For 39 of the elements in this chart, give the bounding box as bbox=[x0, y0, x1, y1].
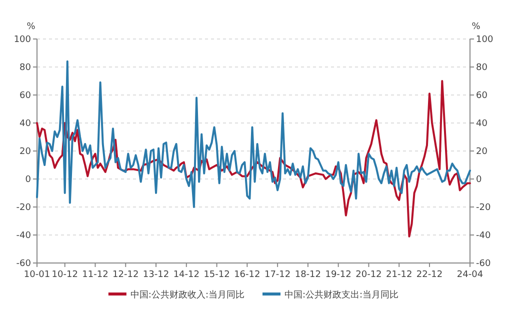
y-axis-title: % bbox=[26, 22, 36, 32]
x-tick-label: 10-01 bbox=[24, 270, 50, 280]
y2-tick-label: 40 bbox=[476, 119, 488, 129]
x-tick-label: 21-12 bbox=[386, 270, 412, 280]
y2-tick-label: 80 bbox=[476, 63, 488, 73]
x-tick-label: 20-12 bbox=[356, 270, 382, 280]
x-tick-label: 14-12 bbox=[173, 270, 200, 280]
y2-tick-label: -40 bbox=[476, 231, 491, 241]
y2-tick-label: -20 bbox=[476, 203, 491, 213]
x-tick-label: 16-12 bbox=[234, 270, 260, 280]
x-tick-label: 12-12 bbox=[112, 270, 139, 280]
line-series bbox=[36, 80, 471, 238]
y2-tick-label: 100 bbox=[476, 35, 494, 45]
x-tick-label: 15-12 bbox=[204, 270, 230, 280]
y-tick-label: -60 bbox=[16, 259, 32, 269]
x-tick-label: 17-12 bbox=[264, 270, 291, 280]
y2-tick-label: 20 bbox=[476, 147, 488, 157]
y2-tick-label: 60 bbox=[476, 91, 488, 101]
y2-tick-label: -60 bbox=[476, 259, 491, 269]
x-tick-label: 24-04 bbox=[456, 270, 484, 280]
y-tick-label: -40 bbox=[16, 231, 32, 241]
x-tick-label: 19-12 bbox=[325, 270, 352, 280]
x-tick-label: 13-12 bbox=[142, 270, 170, 280]
legend-label: 中国:公共财政支出:当月同比 bbox=[284, 290, 399, 300]
y-tick-label: -20 bbox=[16, 203, 32, 213]
line-series bbox=[36, 60, 471, 208]
x-tick-label: 18-12 bbox=[294, 270, 322, 280]
y-tick-label: 40 bbox=[20, 119, 32, 129]
y-tick-label: 60 bbox=[20, 91, 32, 101]
x-tick-label: 22-12 bbox=[416, 270, 443, 280]
y-tick-label: 80 bbox=[20, 63, 32, 73]
y-tick-label: 20 bbox=[20, 147, 32, 157]
y-tick-label: 100 bbox=[14, 35, 32, 45]
x-tick-label: 10-12 bbox=[52, 270, 78, 280]
y2-tick-label: 0 bbox=[476, 175, 482, 185]
legend-label: 中国:公共财政收入:当月同比 bbox=[130, 290, 244, 300]
y-tick-label: 0 bbox=[25, 175, 32, 185]
y2-axis-title: % bbox=[472, 22, 481, 32]
x-tick-label: 11-12 bbox=[82, 270, 108, 280]
